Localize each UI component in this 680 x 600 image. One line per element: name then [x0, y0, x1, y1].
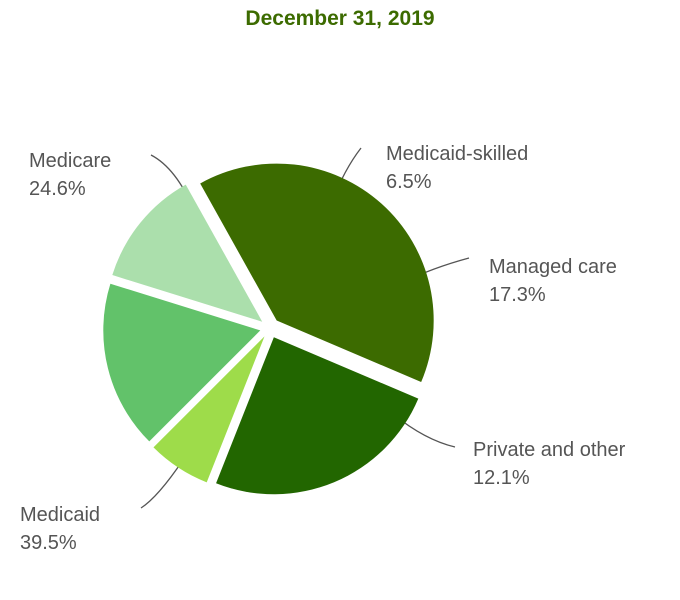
- slice-name: Private and other: [473, 439, 626, 461]
- slice-label-medicaid: Medicaid 39.5%: [20, 501, 100, 557]
- slice-percent: 24.6%: [29, 178, 86, 200]
- slice-label-private-and-other: Private and other 12.1%: [473, 436, 625, 492]
- slice-name: Medicaid-skilled: [386, 143, 529, 165]
- pie-slice-medicaid-skilled: [153, 336, 265, 483]
- slice-percent: 6.5%: [386, 171, 432, 193]
- slice-name: Medicare: [29, 150, 112, 172]
- chart-title: December 31, 2019: [245, 7, 435, 30]
- pie-slices: [103, 163, 434, 495]
- leader-line-medicaid: [140, 459, 184, 509]
- slice-percent: 39.5%: [20, 532, 77, 554]
- pie-slice-medicaid: [200, 163, 434, 383]
- pie-slice-private-and-other: [112, 184, 263, 322]
- slice-percent: 17.3%: [489, 284, 546, 306]
- slice-label-medicare: Medicare 24.6%: [29, 147, 111, 203]
- slice-name: Medicaid: [20, 504, 101, 526]
- slice-label-managed-care: Managed care 17.3%: [489, 253, 617, 309]
- slice-percent: 12.1%: [473, 467, 530, 489]
- slice-name: Managed care: [489, 256, 617, 278]
- pie-slice-medicare: [216, 337, 419, 495]
- pie-slice-managed-care: [103, 283, 261, 442]
- slice-label-medicaid-skilled: Medicaid-skilled 6.5%: [386, 140, 528, 196]
